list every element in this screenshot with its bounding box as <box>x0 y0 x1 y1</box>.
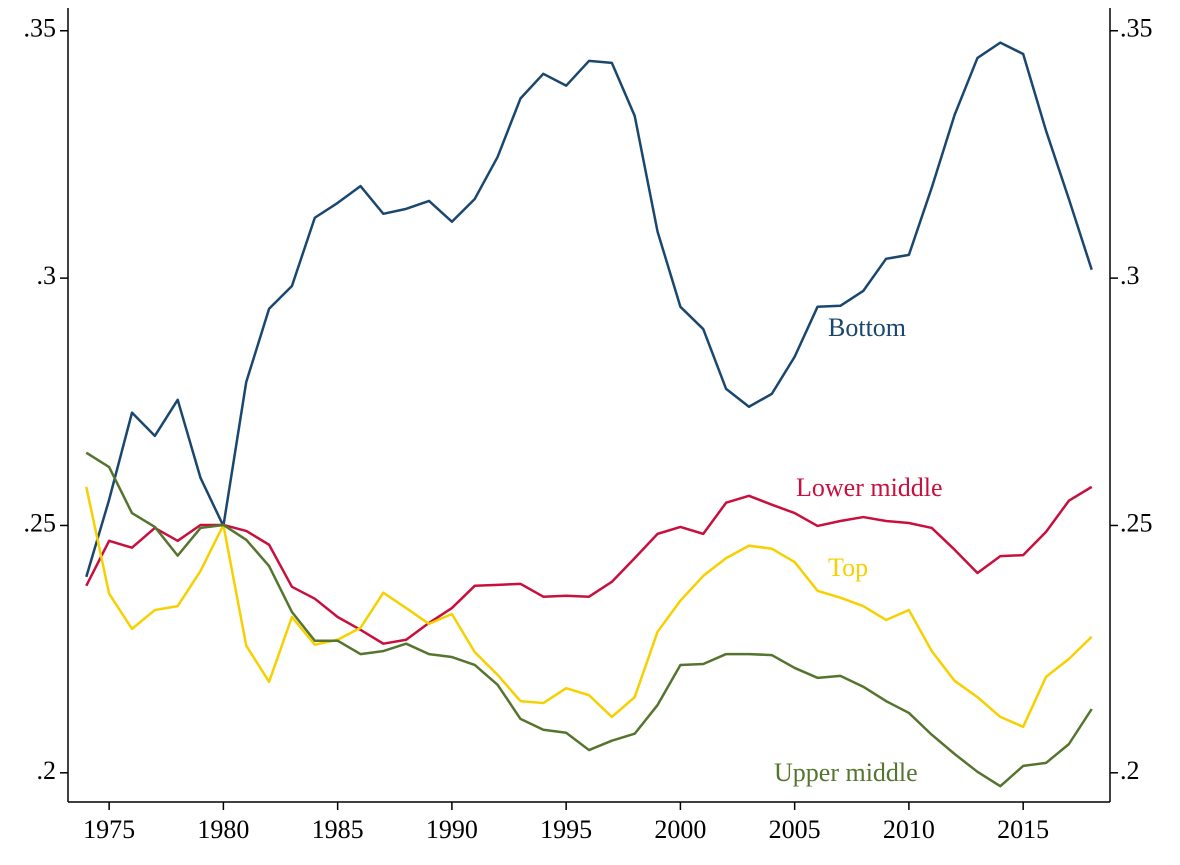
series-line <box>85 41 1093 578</box>
x-tick-label: 1975 <box>83 815 135 844</box>
x-tick-label: 2005 <box>769 815 821 844</box>
series-line <box>85 485 1093 645</box>
y-tick-label: .25 <box>24 508 57 537</box>
series-line <box>85 451 1093 788</box>
y2-tick-label: .25 <box>1120 508 1153 537</box>
x-tick-label: 1990 <box>426 815 478 844</box>
x-tick-label: 1980 <box>197 815 249 844</box>
y-tick-label: .35 <box>24 14 57 43</box>
y-tick-label: .2 <box>37 756 57 785</box>
series-label: Top <box>828 553 868 582</box>
x-tick-label: 1985 <box>312 815 364 844</box>
series-label: Bottom <box>828 313 906 342</box>
x-tick-label: 2000 <box>654 815 706 844</box>
series-line <box>85 486 1093 729</box>
y2-tick-label: .2 <box>1120 756 1140 785</box>
x-tick-label: 1995 <box>540 815 592 844</box>
y2-tick-label: .3 <box>1120 261 1140 290</box>
series-label: Lower middle <box>796 473 943 502</box>
x-tick-label: 2010 <box>883 815 935 844</box>
y2-tick-label: .35 <box>1120 14 1153 43</box>
y-tick-label: .3 <box>37 261 57 290</box>
x-tick-label: 2015 <box>997 815 1049 844</box>
series-label: Upper middle <box>774 758 918 787</box>
